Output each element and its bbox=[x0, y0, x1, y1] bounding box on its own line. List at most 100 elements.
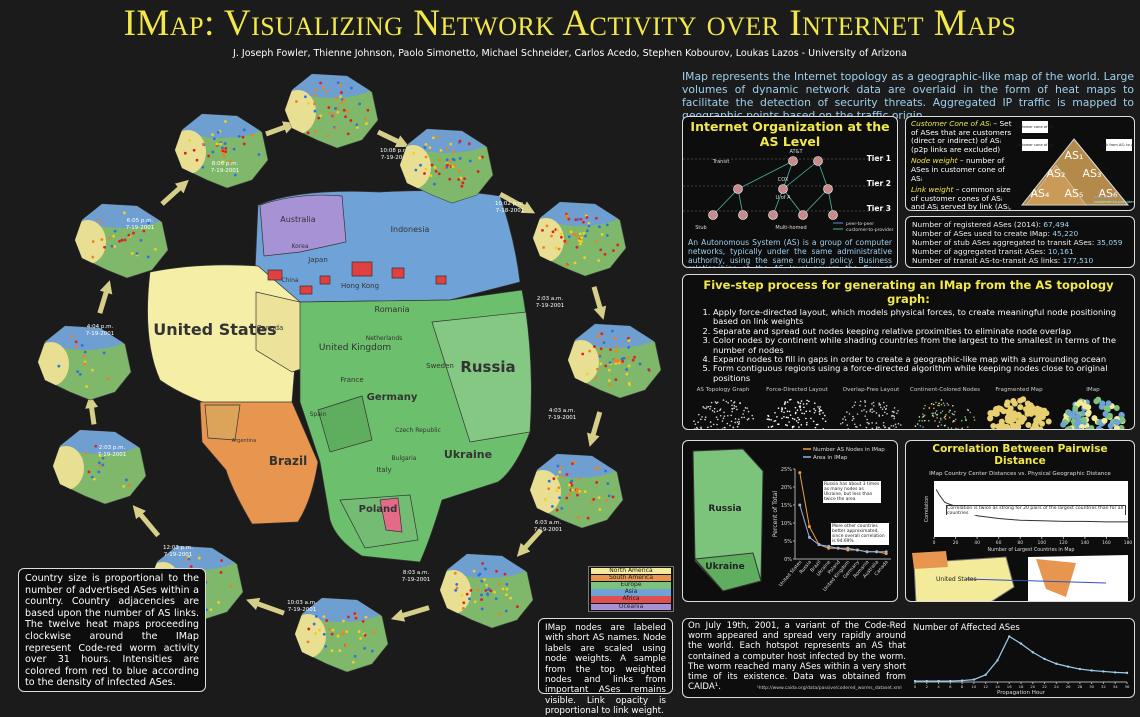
thumb-dot bbox=[965, 418, 967, 420]
hotspot bbox=[425, 156, 428, 159]
thumb-dot bbox=[709, 408, 711, 410]
thumb-dot bbox=[878, 427, 880, 429]
thumb-dot bbox=[879, 416, 881, 418]
hotspot bbox=[85, 385, 88, 388]
stat-label: Number of ASes used to create IMap: bbox=[912, 229, 1052, 238]
labels-note: IMap nodes are labeled with short AS nam… bbox=[538, 618, 673, 694]
thumb-dot bbox=[784, 404, 786, 406]
hotspot bbox=[314, 130, 317, 133]
snapshot-time: 10:02 p.m. bbox=[495, 201, 525, 207]
hotspot bbox=[578, 490, 581, 493]
thumb-dot bbox=[781, 411, 783, 413]
thumb-dot bbox=[720, 415, 722, 417]
hotspot bbox=[355, 617, 358, 620]
thumb-dot bbox=[793, 426, 795, 428]
snapshot-time: 4:04 p.m. bbox=[87, 324, 114, 330]
hotspot bbox=[258, 153, 261, 156]
thumb-dot bbox=[957, 428, 959, 430]
poster-title: IMap: Visualizing Network Activity over … bbox=[0, 2, 1140, 45]
hotspot bbox=[588, 225, 591, 228]
thumb-dot bbox=[885, 409, 887, 411]
snapshot-time: 8:06 p.m. bbox=[212, 161, 239, 167]
hotspot bbox=[345, 630, 348, 633]
thumb-dot bbox=[892, 415, 894, 417]
hotspot bbox=[424, 168, 427, 171]
image-label: AS Topology Graph bbox=[697, 387, 750, 393]
legend-label: Europe bbox=[620, 581, 641, 588]
thumb-dot bbox=[714, 408, 716, 410]
hotspot bbox=[484, 567, 487, 570]
hotspot bbox=[103, 246, 106, 249]
thumb-dot bbox=[738, 419, 740, 421]
thumb-dot bbox=[737, 426, 739, 428]
hotspot bbox=[314, 88, 317, 91]
thumb-dot bbox=[778, 408, 780, 410]
hotspot bbox=[505, 583, 508, 586]
thumb-dot bbox=[748, 411, 750, 413]
thumb-dot bbox=[883, 402, 885, 404]
affected-point bbox=[914, 680, 916, 682]
hotspot bbox=[307, 102, 310, 105]
hotspot bbox=[332, 629, 335, 632]
as-node bbox=[769, 211, 778, 220]
image-label: Continent-Colored Nodes bbox=[910, 387, 980, 393]
thumb-dot bbox=[798, 419, 800, 421]
legend-label: Asia bbox=[625, 588, 638, 595]
hotspot bbox=[123, 211, 126, 214]
thumb-dot bbox=[815, 427, 817, 429]
hotspot bbox=[600, 332, 603, 335]
hotspot bbox=[599, 508, 602, 511]
hotspot bbox=[463, 177, 466, 180]
thumb-dot bbox=[819, 406, 821, 408]
annotation-box: Russia has about 3 times as many nodes a… bbox=[823, 481, 881, 507]
thumb-dot bbox=[805, 411, 807, 413]
hotspot bbox=[594, 467, 597, 470]
x-tick-label: 10 bbox=[971, 684, 976, 689]
thumb-dot bbox=[742, 413, 744, 415]
step: Color nodes by continent while shading c… bbox=[713, 336, 1134, 355]
y-tick-label: 15% bbox=[781, 503, 792, 509]
hotspot bbox=[343, 99, 346, 102]
hotspot bbox=[487, 588, 490, 591]
thumb-dot bbox=[861, 410, 863, 412]
thumb-dot bbox=[735, 406, 737, 408]
hotspot bbox=[350, 87, 353, 90]
hotspot bbox=[614, 337, 617, 340]
heat-america bbox=[48, 446, 84, 490]
stat-row: Number of aggregated transit ASes: 10,16… bbox=[912, 247, 1128, 256]
hotspot bbox=[504, 573, 507, 576]
hotspot bbox=[202, 143, 205, 146]
heat-map bbox=[395, 117, 495, 203]
thumb-dot bbox=[940, 419, 942, 421]
thumb-dot bbox=[849, 413, 851, 415]
hotspot bbox=[323, 615, 326, 618]
thumb-dot bbox=[797, 422, 799, 424]
hotspot bbox=[220, 571, 223, 574]
hotspot bbox=[318, 629, 321, 632]
inset-label: United States bbox=[936, 576, 977, 583]
thumb-dot bbox=[952, 405, 954, 407]
thumb-dot bbox=[819, 414, 821, 416]
hotspot bbox=[632, 359, 635, 362]
hotspot bbox=[568, 493, 571, 496]
hotspot bbox=[595, 240, 598, 243]
hotspot bbox=[595, 481, 598, 484]
thumb-dot bbox=[814, 412, 816, 414]
hotspot bbox=[565, 497, 568, 500]
thumb-dot bbox=[944, 405, 946, 407]
thumb-dot bbox=[884, 427, 886, 429]
thumb-dot bbox=[924, 420, 926, 422]
hotspot bbox=[485, 584, 488, 587]
flow-arrow bbox=[397, 608, 429, 618]
hotspot bbox=[337, 635, 340, 638]
thumb-dot bbox=[933, 408, 935, 410]
hotspot bbox=[601, 233, 604, 236]
thumb-dot bbox=[767, 415, 769, 417]
x-tick-label: 24 bbox=[1054, 684, 1059, 689]
thumb-dot bbox=[847, 425, 849, 427]
snapshot-time: 4:03 a.m. bbox=[549, 408, 576, 414]
thumb-dot bbox=[919, 420, 921, 422]
